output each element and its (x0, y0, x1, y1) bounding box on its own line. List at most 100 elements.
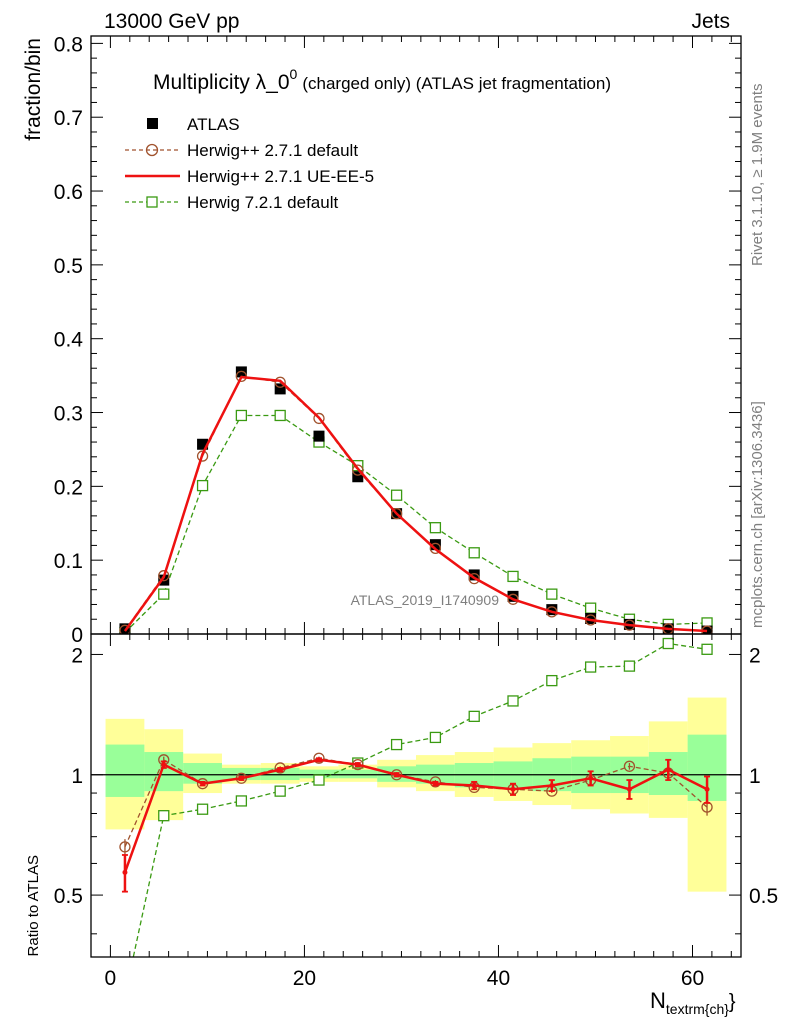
legend-atlas-label: ATLAS (187, 115, 240, 134)
main-atlas-point (352, 471, 364, 483)
ratio-herwig-ueee5-point (432, 781, 438, 787)
ratio-herwig-ueee5-point (549, 783, 555, 789)
ratio-herwig-ueee5-point (704, 786, 710, 792)
header-energy: 13000 GeV pp (104, 10, 239, 33)
plot-title-detail: (charged only) (ATLAS jet fragmentation) (302, 74, 611, 93)
ratio-plot-series (119, 637, 713, 1001)
ratio-herwig7-line (132, 642, 708, 957)
ratio-herwig-ueee5-line (123, 758, 708, 873)
main-atlas-point (701, 625, 713, 634)
ratio-ylabel: Ratio to ATLAS (25, 855, 42, 956)
ratio-herwig-ueee5-point (394, 772, 400, 778)
main-herwig-ueee5-line (123, 375, 708, 633)
ratio-herwig7-point (120, 991, 130, 1001)
ratio-uncertainty-bands (91, 697, 741, 892)
main-herwig7-point (196, 479, 209, 492)
ratio-herwig-default-point (623, 760, 636, 772)
main-herwig7-line (124, 414, 708, 633)
ratio-herwig-ueee5-point (161, 762, 167, 768)
main-plot-series (119, 366, 713, 634)
main-atlas-point (197, 438, 209, 450)
legend-entry-herwig-ueee5: Herwig++ 2.7.1 UE-EE-5 (125, 167, 374, 186)
ratio-herwig-ueee5-point (200, 781, 206, 787)
band-inner-bin (105, 744, 145, 797)
main-herwig7-point (468, 547, 480, 559)
main-herwig-default-point (468, 572, 480, 585)
ratio-ytick-label-left: 1 (71, 765, 83, 788)
ratio-herwig7-point (390, 738, 403, 751)
main-herwig-default-point (158, 570, 170, 582)
ratio-herwig-ueee5-point (355, 762, 361, 768)
main-atlas-point (585, 612, 597, 624)
main-herwig7-point (274, 409, 286, 422)
main-herwig-default-point (313, 412, 325, 425)
ratio-herwig7-point (662, 637, 674, 650)
ratio-herwig-ueee5-point (471, 783, 477, 789)
legend: ATLAS Herwig++ 2.7.1 default Herwig++ 2.… (125, 115, 374, 212)
ratio-herwig7-point (468, 710, 480, 723)
main-herwig7-point (158, 588, 170, 600)
ratio-herwig7-point (584, 661, 597, 673)
plot-title: Multiplicity λ_00 (charged only) (ATLAS j… (153, 66, 611, 94)
main-ytick-label: 0.8 (54, 33, 83, 56)
main-ylabel: fraction/bin (22, 38, 45, 141)
ratio-herwig-ueee5-point (588, 775, 594, 781)
legend-atlas-marker (147, 118, 158, 129)
main-ytick-label: 0.2 (54, 476, 83, 499)
ratio-herwig7-point (701, 643, 713, 655)
legend-entry-herwig-default: Herwig++ 2.7.1 default (125, 141, 358, 160)
ratio-herwig7-point (158, 810, 170, 822)
main-herwig-default-point (390, 508, 403, 520)
ratio-herwig7-point (507, 695, 519, 707)
ratio-herwig7-point (313, 774, 325, 786)
x-axis-title-sub: textrm{ch} (666, 1001, 729, 1017)
main-atlas-point (468, 569, 480, 581)
ratio-herwig-ueee5-point (277, 767, 283, 773)
x-axis-title: Ntextrm{ch}} (650, 988, 736, 1017)
ratio-herwig-default-point (119, 841, 131, 853)
rivet-version-label: Rivet 3.1.10, ≥ 1.9M events (749, 84, 766, 267)
main-ytick-label: 0.7 (54, 107, 83, 130)
main-atlas-point (274, 383, 286, 395)
main-herwig7-point (584, 602, 597, 614)
ratio-xtick-label: 60 (681, 967, 704, 990)
legend-herwig-default-label: Herwig++ 2.7.1 default (187, 141, 358, 160)
main-ytick-label: 0 (71, 624, 83, 647)
ratio-herwig-default-point (313, 752, 325, 764)
main-herwig-default-point (507, 593, 519, 605)
ratio-ytick-label-right: 2 (749, 644, 761, 667)
x-axis-title-main: N (650, 988, 666, 1013)
main-atlas-point (313, 430, 325, 442)
ratio-herwig7-point (429, 731, 442, 744)
ratio-herwig-ueee5-point (122, 869, 128, 875)
ratio-ytick-label-right: 1 (749, 765, 761, 788)
ratio-frame (90, 633, 742, 958)
main-ytick-label: 0.6 (54, 181, 83, 204)
legend-herwig7-marker (146, 196, 158, 208)
ratio-herwig-ueee5-point (665, 767, 671, 773)
main-herwig-default-point (429, 542, 442, 555)
mcplots-label: mcplots.cern.ch [arXiv:1306.3436] (749, 401, 766, 628)
main-herwig-default-point (196, 450, 209, 462)
main-atlas-point (546, 604, 558, 616)
ratio-herwig7-point (274, 785, 286, 797)
ratio-herwig-ueee5-point (316, 757, 322, 763)
main-atlas-point (429, 539, 441, 551)
ratio-herwig7-point (623, 660, 636, 672)
legend-entry-atlas: ATLAS (147, 115, 240, 134)
band-inner-bin (299, 769, 339, 779)
plot-title-superscript: 0 (290, 66, 298, 82)
main-atlas-point (119, 623, 131, 634)
main-ytick-label: 0.4 (54, 329, 84, 352)
main-herwig-default-point (352, 464, 364, 476)
legend-entry-herwig7: Herwig 7.2.1 default (125, 193, 338, 212)
ratio-xtick-label: 0 (105, 967, 117, 990)
ratio-herwig7-point (235, 795, 248, 807)
ratio-xtick-label: 20 (293, 967, 316, 990)
ratio-ytick-label-left: 0.5 (54, 885, 83, 908)
main-herwig7-point (390, 489, 403, 501)
header-process: Jets (691, 10, 730, 33)
plot-title-main: Multiplicity λ_0 (153, 71, 290, 94)
band-inner-bin (338, 769, 378, 779)
